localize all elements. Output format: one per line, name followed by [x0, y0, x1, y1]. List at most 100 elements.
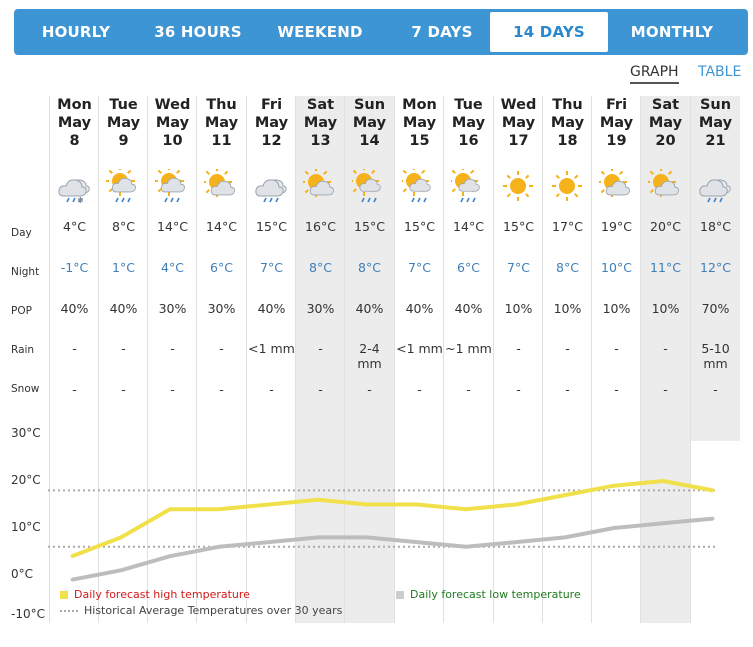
day-column: Sun May 14 15°C 8°C 40% 2-4 mm -: [345, 96, 394, 397]
cell-day: 15°C: [503, 219, 534, 234]
cell-rain: -: [121, 341, 126, 356]
day-header-date: 13: [310, 133, 331, 149]
high-temperature-point: [316, 498, 320, 502]
row-label-rain: Rain: [11, 344, 35, 356]
y-tick-label: -10°C: [11, 607, 45, 621]
day-column: Sat May 20 20°C 11°C 10% - -: [641, 96, 690, 397]
cell-rain: 5-10 mm: [701, 341, 730, 371]
day-header: Fri May 19: [592, 96, 641, 150]
low-temperature-point: [267, 540, 271, 544]
cell-night: 8°C: [556, 260, 579, 275]
svg-text:✱: ✱: [77, 196, 84, 203]
cell-night: 6°C: [210, 260, 233, 275]
y-tick-label: 30°C: [11, 426, 41, 440]
column-divider: [591, 96, 592, 623]
column-divider: [147, 96, 148, 623]
day-header-dow: Mon: [57, 97, 92, 113]
cell-night: 12°C: [700, 260, 731, 275]
cell-rain: 2-4 mm: [357, 341, 382, 371]
cell-day: 17°C: [552, 219, 583, 234]
rain-snow-icon: ✱: [57, 169, 91, 205]
day-header-date: 12: [261, 133, 282, 149]
cell-snow: -: [318, 382, 323, 397]
low-temperature-point: [464, 545, 468, 549]
day-header: Tue May 9: [99, 96, 148, 150]
day-header: Mon May 8: [50, 96, 99, 150]
high-temperature-point: [415, 503, 419, 506]
cell-snow: -: [269, 382, 274, 397]
cell-night: 4°C: [161, 260, 184, 275]
low-temperature-point: [217, 545, 221, 549]
tab-hourly[interactable]: HOURLY: [41, 23, 111, 41]
column-divider: [690, 96, 691, 623]
cloudy-rain-icon: [698, 169, 732, 203]
cell-pop: 40%: [257, 301, 286, 316]
day-column: Fri May 19 19°C 10°C 10% - -: [592, 96, 641, 397]
cell-snow: -: [72, 382, 77, 397]
tab-36-hours[interactable]: 36 HOURS: [154, 23, 242, 41]
tab-14-days[interactable]: 14 DAYS: [490, 12, 608, 52]
partly-cloudy-icon: [202, 167, 238, 203]
day-column: Tue May 9 8°C 1°C 40% - -: [99, 96, 148, 397]
cell-day: 18°C: [700, 219, 731, 234]
day-header: Sat May 13: [296, 96, 345, 150]
sunny-icon: [550, 169, 584, 203]
cell-day: 19°C: [601, 219, 632, 234]
day-header-month: May: [698, 115, 733, 131]
day-header: Mon May 15: [395, 96, 444, 150]
low-temperature-point: [365, 535, 369, 539]
day-header-month: May: [402, 115, 437, 131]
table-view-link[interactable]: TABLE: [698, 64, 742, 80]
day-header-date: 17: [508, 133, 529, 149]
high-temperature-point: [464, 507, 468, 511]
cell-night: 7°C: [260, 260, 283, 275]
tab-weekend[interactable]: WEEKEND: [277, 23, 363, 41]
weekend-shade: [691, 96, 740, 441]
day-header-date: 19: [606, 133, 627, 149]
column-divider: [246, 96, 247, 623]
cell-night: 11°C: [650, 260, 681, 275]
tab-monthly[interactable]: MONTHLY: [630, 23, 714, 41]
legend-label-low: Daily forecast low temperature: [410, 588, 581, 601]
high-temperature-point: [711, 488, 715, 492]
cell-day: 14°C: [206, 219, 237, 234]
cell-snow: -: [614, 382, 619, 397]
column-divider: [98, 96, 99, 623]
partly-cloudy-icon: [646, 167, 682, 203]
legend-label-high: Daily forecast high temperature: [74, 588, 250, 601]
column-divider: [493, 96, 494, 623]
day-column: Mon May 15 15°C 7°C 40% <1 mm -: [395, 96, 444, 397]
cell-rain: -: [170, 341, 175, 356]
cell-snow: -: [516, 382, 521, 397]
day-column: Sun May 21 18°C 12°C 70% 5-10 mm -: [691, 96, 740, 397]
cloudy-rain-icon: [254, 169, 288, 203]
cell-rain: ~1 mm: [445, 341, 492, 356]
cell-snow: -: [121, 382, 126, 397]
day-header-date: 16: [458, 133, 479, 149]
legend-historical: Historical Average Temperatures over 30 …: [60, 604, 342, 617]
cell-rain: -: [72, 341, 77, 356]
low-temperature-point: [612, 526, 616, 530]
day-header-month: May: [451, 115, 486, 131]
day-header-date: 8: [69, 133, 80, 149]
cell-rain: <1 mm: [396, 341, 443, 356]
high-temperature-line: [71, 479, 714, 559]
graph-view-link[interactable]: GRAPH: [630, 64, 679, 84]
high-temperature-point: [119, 535, 123, 539]
day-header: Sun May 14: [345, 96, 394, 150]
day-column: Wed May 17 15°C 7°C 10% - -: [494, 96, 543, 397]
tab-7-days[interactable]: 7 DAYS: [411, 23, 473, 41]
cell-snow: -: [466, 382, 471, 397]
row-label-day: Day: [11, 227, 32, 239]
sun-rain-icon: [448, 166, 485, 203]
day-header: Wed May 10: [148, 96, 197, 150]
day-header-month: May: [550, 115, 585, 131]
day-header: Sun May 21: [691, 96, 740, 150]
column-divider: [394, 96, 395, 623]
high-temperature-point: [168, 507, 172, 511]
low-temperature-point: [563, 535, 567, 539]
legend-swatch-high: [60, 591, 68, 599]
y-tick-label: 10°C: [11, 520, 41, 534]
row-label-snow: Snow: [11, 383, 40, 395]
